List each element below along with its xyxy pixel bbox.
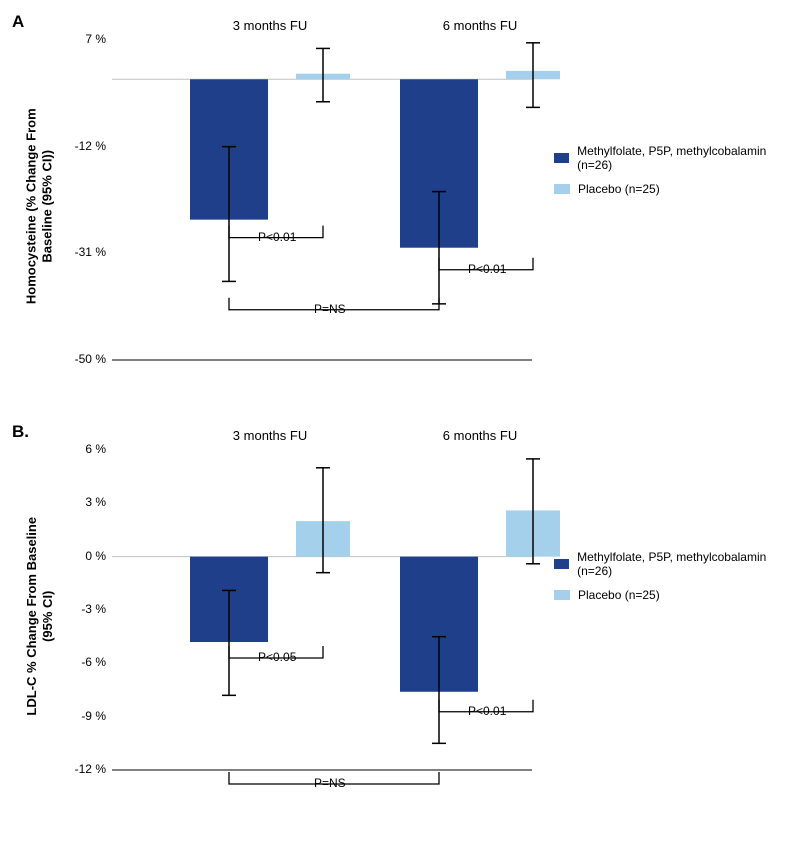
ytick-label: -50 % <box>60 352 106 366</box>
ytick-label: 6 % <box>60 442 106 456</box>
panel-b-letter: B. <box>12 422 29 442</box>
pval-between: P=NS <box>314 776 346 790</box>
pval-pair1: P<0.05 <box>258 650 296 664</box>
group2-title: 6 months FU <box>443 18 517 33</box>
legend: Methylfolate, P5P, methylcobalamin (n=26… <box>554 144 787 196</box>
legend-label-treatment: Methylfolate, P5P, methylcobalamin (n=26… <box>577 144 787 172</box>
legend-item-treatment: Methylfolate, P5P, methylcobalamin (n=26… <box>554 144 787 172</box>
legend-label-placebo: Placebo (n=25) <box>578 588 660 602</box>
legend-label-treatment: Methylfolate, P5P, methylcobalamin (n=26… <box>577 550 787 578</box>
pval-pair2: P<0.01 <box>468 262 506 276</box>
legend-swatch-placebo <box>554 590 570 600</box>
legend-swatch-treatment <box>554 153 569 163</box>
panelB-svg <box>54 422 787 810</box>
ytick-label: 3 % <box>60 495 106 509</box>
ytick-label: 7 % <box>60 32 106 46</box>
panel-b-ylabel: LDL-C % Change From Baseline (95% CI) <box>24 517 57 716</box>
ytick-label: -12 % <box>60 139 106 153</box>
legend-swatch-placebo <box>554 184 570 194</box>
group1-title: 3 months FU <box>233 18 307 33</box>
panel-b-plot: 6 % 3 % 0 % -3 % -6 % -9 % -12 % 3 months FU 6 m… <box>54 422 787 810</box>
pval-between: P=NS <box>314 302 346 316</box>
panel-a: A Homocysteine (% Change From Baseline (… <box>8 12 775 400</box>
legend-item-treatment: Methylfolate, P5P, methylcobalamin (n=26… <box>554 550 787 578</box>
ytick-label: -3 % <box>60 602 106 616</box>
panelA-svg <box>54 12 787 400</box>
legend-item-placebo: Placebo (n=25) <box>554 588 787 602</box>
ytick-label: 0 % <box>60 549 106 563</box>
legend-item-placebo: Placebo (n=25) <box>554 182 787 196</box>
panel-b: B. LDL-C % Change From Baseline (95% CI)… <box>8 422 775 810</box>
ytick-label: -31 % <box>60 245 106 259</box>
ytick-label: -9 % <box>60 709 106 723</box>
ytick-label: -12 % <box>60 762 106 776</box>
group2-title: 6 months FU <box>443 428 517 443</box>
legend: Methylfolate, P5P, methylcobalamin (n=26… <box>554 550 787 602</box>
pval-pair2: P<0.01 <box>468 704 506 718</box>
panel-a-plot: 7 % -12 % -31 % -50 % 3 months FU 6 months FU… <box>54 12 787 400</box>
panel-a-letter: A <box>12 12 24 32</box>
legend-swatch-treatment <box>554 559 569 569</box>
legend-label-placebo: Placebo (n=25) <box>578 182 660 196</box>
group1-title: 3 months FU <box>233 428 307 443</box>
panel-a-ylabel: Homocysteine (% Change From Baseline (95… <box>24 108 57 304</box>
ytick-label: -6 % <box>60 655 106 669</box>
pval-pair1: P<0.01 <box>258 230 296 244</box>
